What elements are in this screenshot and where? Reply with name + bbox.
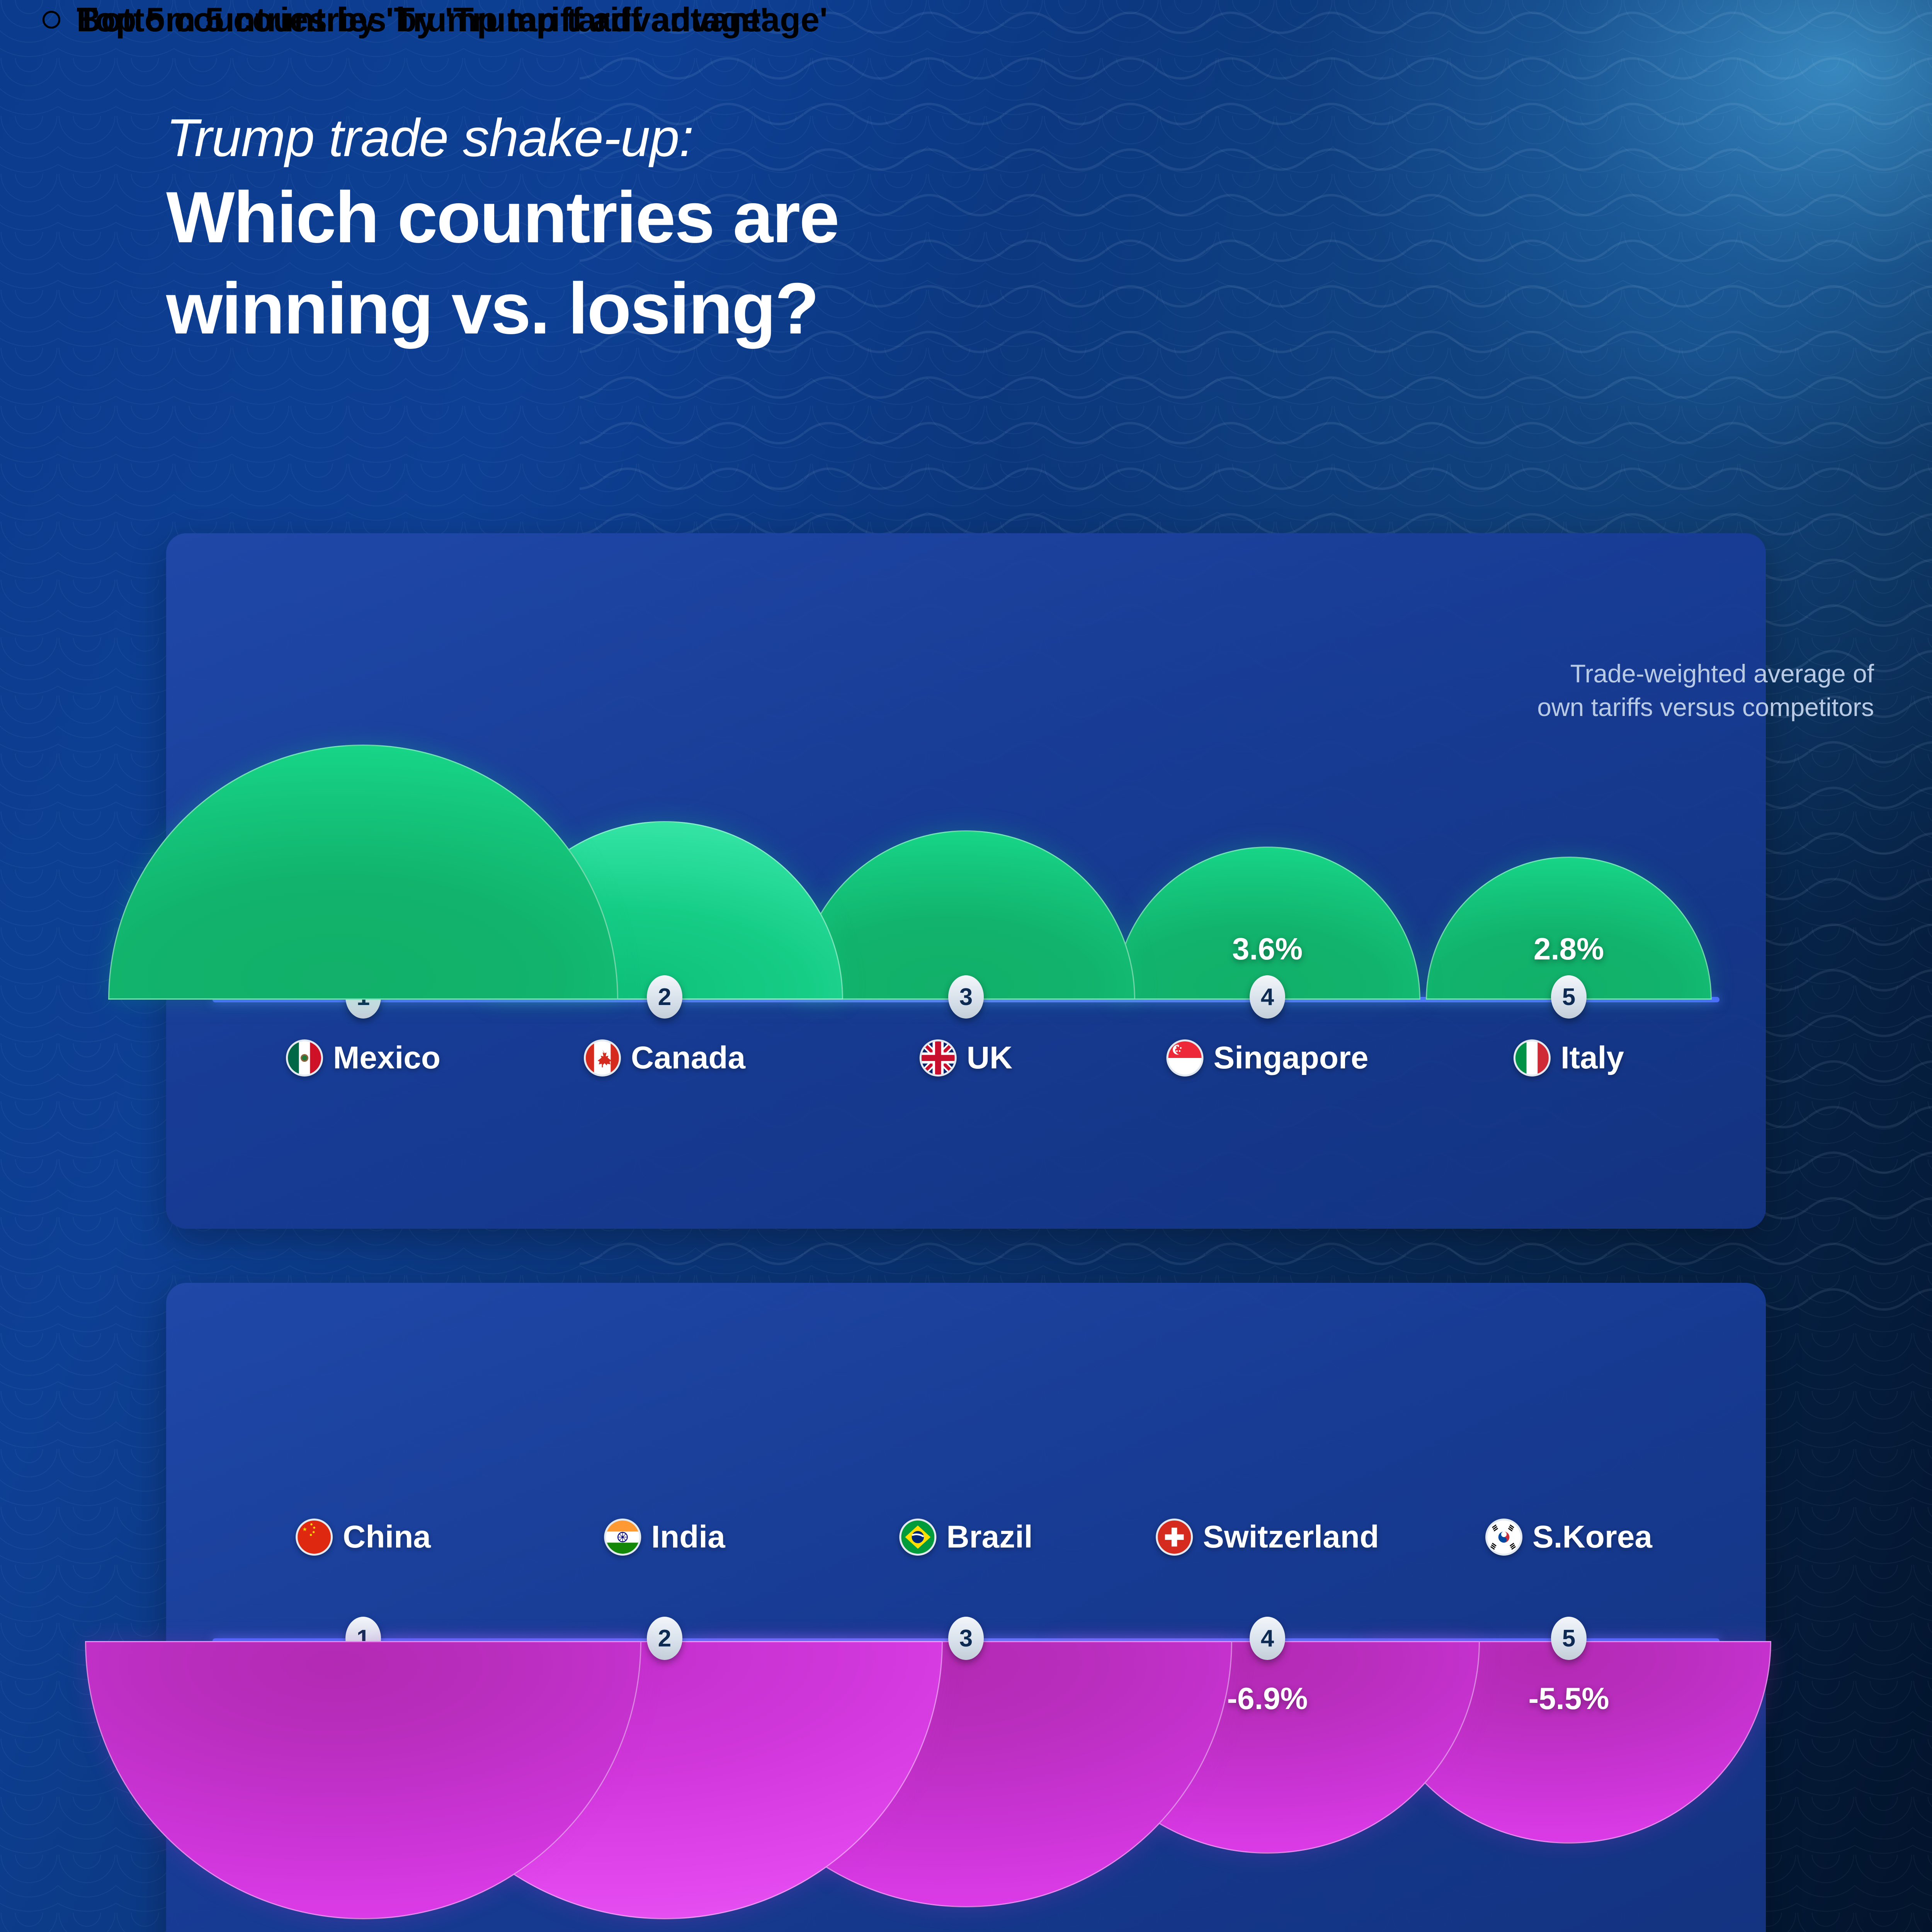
rank-badge: 2 — [647, 975, 682, 1019]
italy-flag-icon — [1513, 1039, 1551, 1077]
mexico-flag-icon — [286, 1039, 323, 1077]
headline-line-1: Which countries are — [166, 176, 840, 258]
top-card-note-line-2: own tariffs versus competitors — [1537, 693, 1874, 722]
value-label: 2.8% — [1533, 932, 1604, 966]
singapore-flag-icon — [1166, 1039, 1204, 1077]
bottom-card-title-text: Bottom 5 countries by 'Trump tariff adva… — [77, 0, 828, 39]
rank-badge: 3 — [948, 1617, 984, 1660]
rank-badge: 5 — [1551, 1617, 1587, 1660]
country-label: Singapore — [1166, 1039, 1369, 1077]
country-name: Singapore — [1213, 1040, 1369, 1075]
brazil-flag-icon — [899, 1519, 937, 1556]
china-flag-icon — [296, 1519, 333, 1556]
country-label: Brazil — [899, 1519, 1033, 1556]
top-card-note-line-1: Trade-weighted average of — [1570, 659, 1874, 688]
country-label: India — [604, 1519, 725, 1556]
bottom-card-title: Bottom 5 countries by 'Trump tariff adva… — [43, 0, 828, 39]
rank-badge: 4 — [1250, 975, 1285, 1019]
value-label: 3.6% — [1232, 932, 1303, 966]
country-name: Canada — [631, 1040, 746, 1075]
country-name: Brazil — [946, 1519, 1033, 1554]
headline-line-2: winning vs. losing? — [166, 267, 819, 349]
country-label: Mexico — [286, 1039, 440, 1077]
page-title: Trump trade shake-up: Which countries ar… — [166, 108, 1480, 350]
value-label: -5.5% — [1528, 1681, 1609, 1716]
rank-badge: 5 — [1551, 975, 1587, 1019]
rank-badge: 2 — [647, 1617, 682, 1660]
value-label: -6.9% — [1227, 1681, 1308, 1716]
canada-flag-icon — [583, 1039, 621, 1077]
country-label: Switzerland — [1156, 1519, 1379, 1556]
country-label: China — [296, 1519, 431, 1556]
country-label: Italy — [1513, 1039, 1624, 1077]
bullet-circle-icon — [43, 11, 60, 29]
country-name: Switzerland — [1203, 1519, 1379, 1554]
rank-badge: 3 — [948, 975, 984, 1019]
south-korea-flag-icon — [1485, 1519, 1523, 1556]
rank-badge: 4 — [1250, 1617, 1285, 1660]
switzerland-flag-icon — [1156, 1519, 1193, 1556]
country-label: UK — [919, 1039, 1013, 1077]
country-name: India — [651, 1519, 725, 1554]
country-name: China — [343, 1519, 431, 1554]
country-label: Canada — [583, 1039, 746, 1077]
country-name: S.Korea — [1532, 1519, 1652, 1554]
top-card-note: Trade-weighted average of own tariffs ve… — [1537, 657, 1874, 724]
india-flag-icon — [604, 1519, 641, 1556]
country-name: Italy — [1560, 1040, 1624, 1075]
country-name: Mexico — [333, 1040, 440, 1075]
uk-flag-icon — [919, 1039, 957, 1077]
country-name: UK — [966, 1040, 1013, 1075]
country-label: S.Korea — [1485, 1519, 1652, 1556]
headline-kicker: Trump trade shake-up: — [166, 108, 694, 168]
